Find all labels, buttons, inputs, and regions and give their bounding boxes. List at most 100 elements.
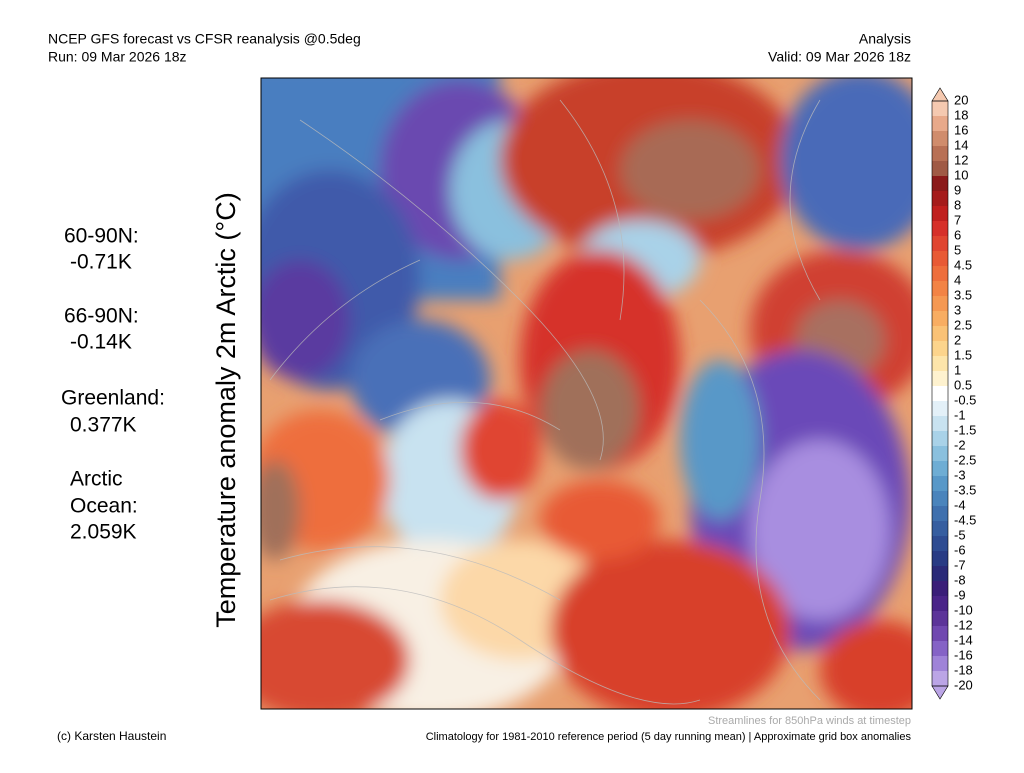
colorbar-label: -6 — [954, 542, 966, 557]
colorbar-segment — [932, 131, 948, 146]
colorbar-label: 20 — [954, 92, 968, 107]
colorbar-segment — [932, 191, 948, 206]
stat-label: Ocean: — [70, 495, 138, 518]
colorbar-label: -2 — [954, 437, 966, 452]
colorbar-segment — [932, 251, 948, 266]
climatology: Climatology for 1981-2010 reference peri… — [426, 731, 912, 743]
stat-label: 60-90N: — [64, 225, 139, 248]
colorbar-segment — [932, 101, 948, 116]
colorbar-segment — [932, 476, 948, 491]
colorbar-segment — [932, 671, 948, 686]
colorbar-label: 6 — [954, 227, 961, 242]
colorbar-label: 2 — [954, 332, 961, 347]
stat-label: 66-90N: — [64, 305, 139, 328]
colorbar-label: 5 — [954, 242, 961, 257]
colorbar-segment — [932, 266, 948, 281]
colorbar-label: 9 — [954, 182, 961, 197]
colorbar-over — [931, 87, 949, 102]
colorbar-label: 2.5 — [954, 317, 972, 332]
colorbar-segment — [932, 296, 948, 311]
colorbar-label: -1 — [954, 407, 966, 422]
stat-label: Arctic — [70, 468, 123, 491]
colorbar-label: -4 — [954, 497, 966, 512]
colorbar-label: -0.5 — [954, 392, 976, 407]
colorbar-label: 7 — [954, 212, 961, 227]
valid: Valid: 09 Mar 2026 18z — [768, 49, 911, 65]
colorbar-label: 3 — [954, 302, 961, 317]
stat-value: 0.377K — [70, 414, 137, 437]
colorbar-label: 1 — [954, 362, 961, 377]
colorbar-label: 18 — [954, 107, 968, 122]
colorbar-label: 4.5 — [954, 257, 972, 272]
map-frame — [260, 77, 913, 710]
colorbar-label: -20 — [954, 677, 973, 692]
colorbar-label: 4 — [954, 272, 961, 287]
colorbar-label: -18 — [954, 662, 973, 677]
colorbar-label: -2.5 — [954, 452, 976, 467]
colorbar-under — [931, 685, 949, 700]
vertical-title: Temperature anomaly 2m Arctic (°C) — [211, 192, 241, 627]
colorbar-segment — [932, 401, 948, 416]
colorbar-label: -12 — [954, 617, 973, 632]
colorbar-segment — [932, 341, 948, 356]
stat-value: -0.71K — [70, 251, 132, 274]
colorbar-label: -10 — [954, 602, 973, 617]
colorbar-segment — [932, 416, 948, 431]
colorbar-label: 16 — [954, 122, 968, 137]
colorbar-segment — [932, 311, 948, 326]
colorbar-label: -8 — [954, 572, 966, 587]
colorbar-label: 8 — [954, 197, 961, 212]
colorbar-segment — [932, 566, 948, 581]
colorbar-segment — [932, 611, 948, 626]
colorbar-label: -1.5 — [954, 422, 976, 437]
colorbar-segment — [932, 461, 948, 476]
colorbar-segment — [932, 281, 948, 296]
colorbar-label: -5 — [954, 527, 966, 542]
colorbar-segment — [932, 596, 948, 611]
colorbar-label: -14 — [954, 632, 973, 647]
colorbar-segment — [932, 386, 948, 401]
colorbar-segment — [932, 641, 948, 656]
colorbar-segment — [932, 656, 948, 671]
colorbar-segment — [932, 371, 948, 386]
colorbar-segment — [932, 221, 948, 236]
colorbar: 201816141210987654.543.532.521.510.5-0.5… — [931, 87, 976, 700]
colorbar-segment — [932, 551, 948, 566]
colorbar-label: 1.5 — [954, 347, 972, 362]
colorbar-label: 3.5 — [954, 287, 972, 302]
map — [261, 78, 912, 709]
colorbar-label: 12 — [954, 152, 968, 167]
stat-value: -0.14K — [70, 331, 132, 354]
colorbar-segment — [932, 116, 948, 131]
colorbar-segment — [932, 206, 948, 221]
colorbar-label: 14 — [954, 137, 968, 152]
colorbar-label: -9 — [954, 587, 966, 602]
streamlines-note: Streamlines for 850hPa winds at timestep — [708, 715, 911, 727]
colorbar-segment — [932, 161, 948, 176]
colorbar-segment — [932, 521, 948, 536]
colorbar-label: -4.5 — [954, 512, 976, 527]
colorbar-segment — [932, 506, 948, 521]
colorbar-label: -16 — [954, 647, 973, 662]
colorbar-segment — [932, 146, 948, 161]
colorbar-segment — [932, 326, 948, 341]
colorbar-segment — [932, 431, 948, 446]
stat-value: 2.059K — [70, 521, 137, 544]
title: NCEP GFS forecast vs CFSR reanalysis @0.… — [48, 31, 361, 47]
colorbar-segment — [932, 356, 948, 371]
kind: Analysis — [859, 31, 911, 47]
colorbar-segment — [932, 536, 948, 551]
colorbar-label: -3 — [954, 467, 966, 482]
colorbar-segment — [932, 491, 948, 506]
colorbar-segment — [932, 626, 948, 641]
colorbar-frame — [931, 100, 949, 687]
colorbar-segment — [932, 581, 948, 596]
colorbar-segment — [932, 236, 948, 251]
run: Run: 09 Mar 2026 18z — [48, 49, 187, 65]
colorbar-segment — [932, 176, 948, 191]
colorbar-label: 0.5 — [954, 377, 972, 392]
colorbar-label: -7 — [954, 557, 966, 572]
colorbar-label: -3.5 — [954, 482, 976, 497]
credit: (c) Karsten Haustein — [57, 729, 166, 743]
